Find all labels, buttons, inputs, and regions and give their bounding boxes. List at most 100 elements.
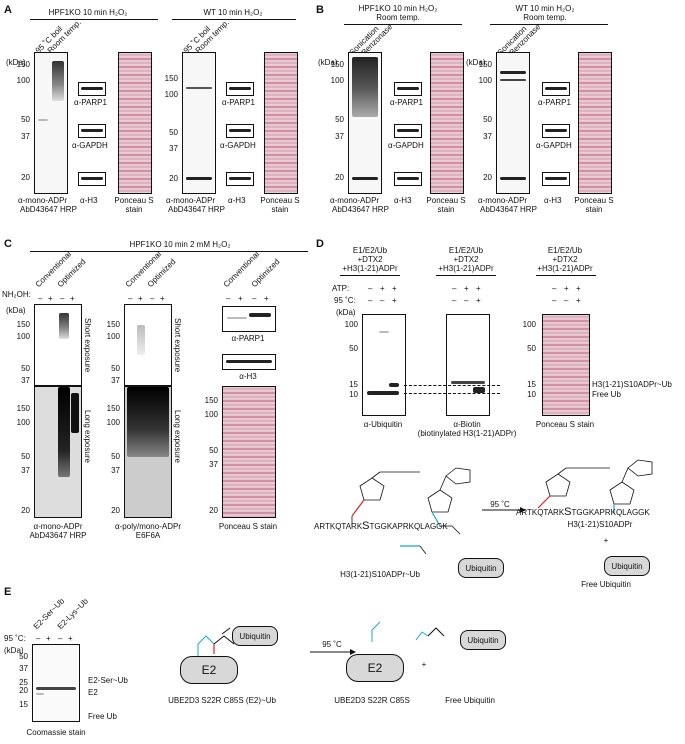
mw-marker: 20 xyxy=(111,506,120,515)
panel-b-header-left: HPF1KO 10 min H₂O₂ xyxy=(358,4,438,13)
arrow-label: 95 ˚C xyxy=(322,640,342,649)
blot-long-exposure xyxy=(34,386,82,518)
ponceau-label: Ponceau S xyxy=(260,196,300,205)
band xyxy=(389,383,399,387)
sign: – xyxy=(226,294,231,303)
mw-marker: 100 xyxy=(164,90,178,99)
sign: + xyxy=(264,294,269,303)
ponceau-label: Ponceau S xyxy=(114,196,154,205)
ubiquitin-pill: Ubiquitin xyxy=(604,556,650,576)
parp1-label: α-PARP1 xyxy=(538,98,571,107)
sign: – xyxy=(452,284,457,293)
mw-marker: 150 xyxy=(330,60,344,69)
parp1-label: α-PARP1 xyxy=(231,334,265,343)
panel-a-header-right: WT 10 min H₂O₂ xyxy=(203,8,263,17)
ponceau-label: Ponceau S xyxy=(574,196,614,205)
gapdh-label: α-GAPDH xyxy=(536,141,572,150)
ubiquitin-pill: Ubiquitin xyxy=(232,626,278,646)
band xyxy=(397,177,419,180)
panel-d-letter: D xyxy=(316,238,324,250)
mw-marker: 10 xyxy=(527,390,536,399)
band-label-free-ub: Free Ub xyxy=(88,712,117,721)
condition-label: +H3(1-21)ADPr xyxy=(537,264,593,273)
band xyxy=(367,391,399,395)
antibody-label: AbD43647 HRP xyxy=(332,205,389,214)
mw-marker: 150 xyxy=(16,60,30,69)
panel-a-header-left-line xyxy=(30,19,158,20)
mw-marker: 37 xyxy=(21,466,30,475)
sign: – xyxy=(36,634,41,643)
mw-marker: 15 xyxy=(527,380,536,389)
condition-line xyxy=(436,275,496,276)
antibody-label: α-mono-ADPr xyxy=(478,196,528,205)
panel-e-letter: E xyxy=(4,586,12,598)
band xyxy=(81,87,103,90)
ponceau-stain-blot xyxy=(264,52,298,194)
sign: – xyxy=(552,284,557,293)
ubiquitin-pill: Ubiquitin xyxy=(460,630,506,650)
blot-short-exposure xyxy=(34,304,82,386)
mw-marker: 20 xyxy=(169,174,178,183)
mw-marker: 20 xyxy=(209,506,218,515)
sign: – xyxy=(368,296,373,305)
mw-marker: 100 xyxy=(204,410,218,419)
product-label: UBE2D3 S22R C85S xyxy=(334,696,410,705)
band xyxy=(500,71,526,74)
antibody-label: α-mono-ADPr xyxy=(166,196,216,205)
mw-marker: 100 xyxy=(106,418,120,427)
parp1-blot xyxy=(78,82,106,96)
h3-label: α-H3 xyxy=(228,196,246,205)
mw-marker: 50 xyxy=(349,344,358,353)
sign: – xyxy=(150,294,155,303)
panel-b-header-right-sub: Room temp. xyxy=(523,13,567,22)
adpr-smear xyxy=(58,387,70,477)
band-label-conjugate: H3(1-21)S10ADPr~Ub xyxy=(592,380,672,389)
condition-label: +H3(1-21)ADPr xyxy=(438,264,494,273)
blot-mono-adpr-hpf1ko-b xyxy=(348,52,382,194)
parp1-blot xyxy=(394,82,422,96)
blot-mono-adpr-hpf1ko xyxy=(34,52,68,194)
ponceau-label: Ponceau S xyxy=(426,196,466,205)
ponceau-label: Ponceau S stain xyxy=(535,420,595,429)
mw-marker: 37 xyxy=(335,132,344,141)
adpr-smear xyxy=(127,387,169,457)
blot-mono-adpr-wt xyxy=(182,52,216,194)
adpr-smear xyxy=(137,325,145,355)
gapdh-label: α-GAPDH xyxy=(388,141,424,150)
h3-label: α-H3 xyxy=(239,372,257,381)
peptide-sequence: ARTKQTARKSTGGKAPRKQLAGGK xyxy=(314,520,448,532)
antibody-label: E6F6A xyxy=(135,531,161,540)
band-guide xyxy=(404,393,500,394)
gapdh-label: α-GAPDH xyxy=(72,141,108,150)
coomassie-gel xyxy=(32,644,80,722)
seq-s: S xyxy=(564,506,572,518)
sign: – xyxy=(464,296,469,305)
sign: – xyxy=(38,294,43,303)
blot-anti-ubiquitin xyxy=(362,314,406,416)
band xyxy=(227,317,247,319)
mw-marker: 37 xyxy=(19,664,28,673)
mw-marker: 15 xyxy=(19,700,28,709)
sign: + xyxy=(68,634,73,643)
band xyxy=(38,119,48,121)
ponceau-stain-blot xyxy=(430,52,464,194)
mw-marker: 20 xyxy=(21,173,30,182)
ponceau-stain-blot xyxy=(578,52,612,194)
seq-s: S xyxy=(362,520,370,532)
exposure-label: Short exposure xyxy=(83,318,92,373)
panel-a-header-right-line xyxy=(172,19,296,20)
ponceau-stain-blot xyxy=(542,314,590,416)
antibody-label: α-mono-ADPr xyxy=(330,196,380,205)
band xyxy=(545,87,567,90)
gapdh-label: α-GAPDH xyxy=(220,141,256,150)
antibody-label: AbD43647 HRP xyxy=(29,531,87,540)
seq-left: ARTKQTARK xyxy=(314,522,363,531)
parp1-blot xyxy=(226,82,254,96)
sign: – xyxy=(380,296,385,305)
plus-sign: + xyxy=(421,660,427,669)
kda-label: (kDa) xyxy=(466,58,486,67)
blot-poly-long xyxy=(124,386,172,518)
mw-marker: 37 xyxy=(209,460,218,469)
sign: – xyxy=(452,296,457,305)
exposure-label: Short exposure xyxy=(173,318,182,373)
